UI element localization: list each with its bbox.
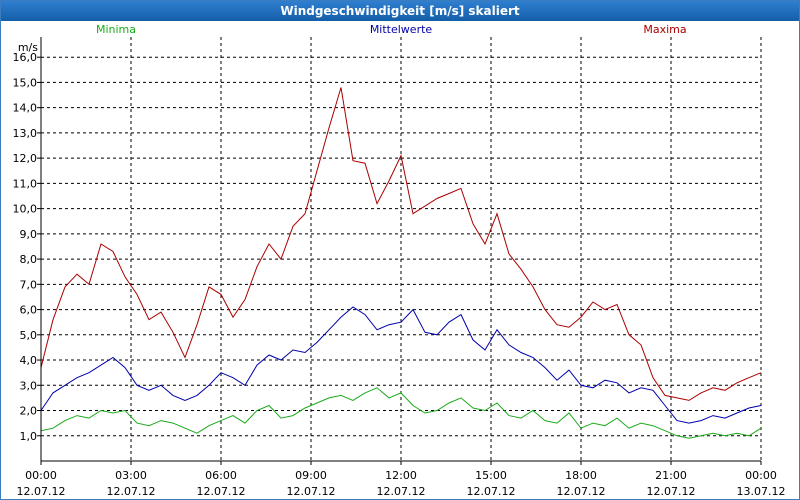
x-tick-date: 12.07.12 [467,485,516,498]
y-tick-label: 6,0 [20,304,38,317]
minima-series-line [40,387,762,439]
x-tick-time: 21:00 [655,469,687,482]
legend: Minima Mittelwerte Maxima [96,23,687,36]
grid [40,37,762,461]
y-tick-label: 16,0 [13,51,38,64]
mittelwerte-series-line [40,306,762,424]
y-tick-label: 15,0 [13,76,38,89]
x-tick-date: 12.07.12 [197,485,246,498]
y-axis-label: m/s [18,41,38,54]
x-tick-date: 12.07.12 [557,485,606,498]
legend-minima: Minima [96,23,136,36]
x-tick-time: 06:00 [205,469,237,482]
y-tick-label: 8,0 [20,253,38,266]
x-tick-time: 12:00 [385,469,417,482]
x-tick-time: 00:00 [25,469,57,482]
x-tick-time: 15:00 [475,469,507,482]
y-tick-label: 14,0 [13,102,38,115]
x-tick-date: 12.07.12 [377,485,426,498]
x-tick-time: 09:00 [295,469,327,482]
x-tick-date: 12.07.12 [647,485,696,498]
y-tick-label: 4,0 [20,354,38,367]
y-tick-label: 7,0 [20,278,38,291]
tick-labels: 1,0 2,0 3,0 4,0 5,0 6,0 7,0 8,0 9,0 10,0 11,0 12,0 1… [13,41,786,498]
y-tick-label: 11,0 [13,177,38,190]
x-tick-date: 13.07.12 [737,485,786,498]
maxima-series-line [40,87,762,401]
window-title: Windgeschwindigkeit [m/s] skaliert [1,1,799,21]
y-tick-label: 12,0 [13,152,38,165]
series-group [40,87,762,439]
y-tick-label: 2,0 [20,405,38,418]
x-tick-time: 00:00 [745,469,777,482]
x-tick-time: 03:00 [115,469,147,482]
x-tick-date: 12.07.12 [17,485,66,498]
axes [37,37,762,465]
y-tick-label: 3,0 [20,379,38,392]
x-tick-date: 12.07.12 [107,485,156,498]
y-tick-label: 1,0 [20,430,38,443]
x-tick-date: 12.07.12 [287,485,336,498]
y-tick-label: 5,0 [20,329,38,342]
y-tick-label: 9,0 [20,228,38,241]
y-tick-label: 13,0 [13,127,38,140]
y-tick-label: 10,0 [13,203,38,216]
legend-mittelwerte: Mittelwerte [370,23,433,36]
x-tick-time: 18:00 [565,469,597,482]
legend-maxima: Maxima [643,23,686,36]
